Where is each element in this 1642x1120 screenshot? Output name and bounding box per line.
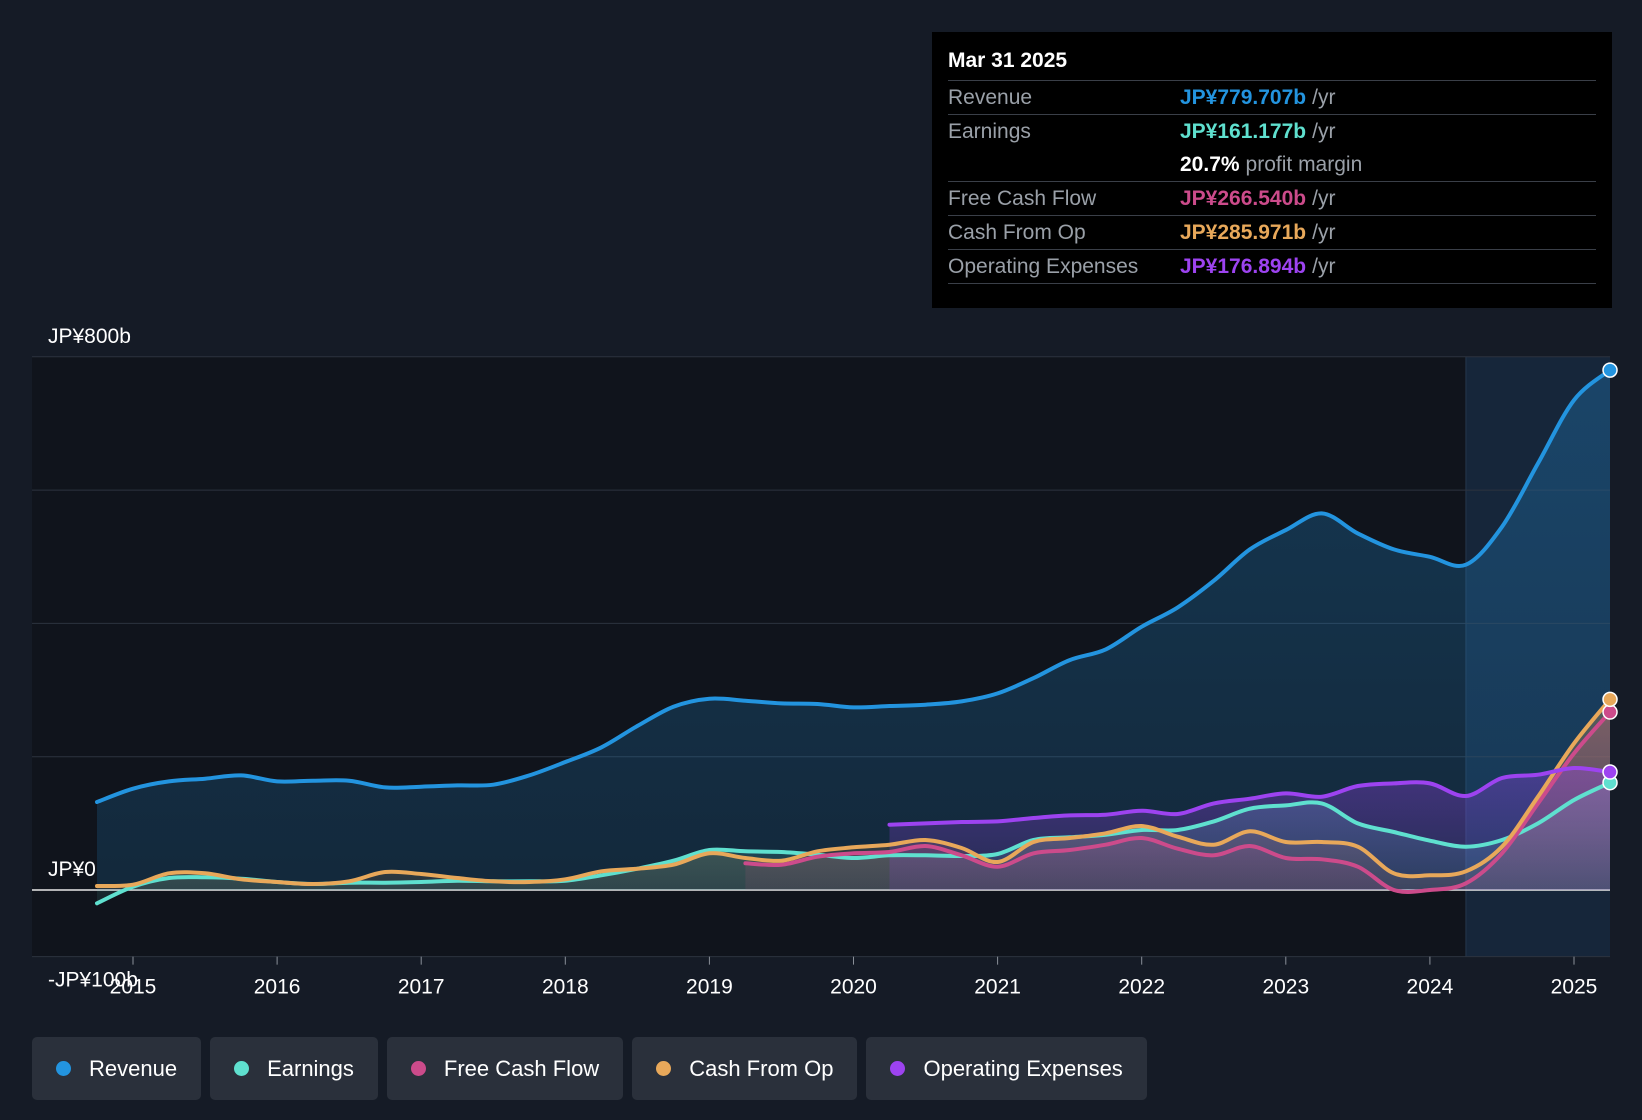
- x-tick-label: 2024: [1407, 976, 1454, 999]
- tooltip-unit: /yr: [1312, 187, 1336, 210]
- x-tick-label: 2025: [1551, 976, 1598, 999]
- tooltip-value: JP¥779.707b: [1180, 86, 1307, 109]
- tooltip-row-profit-margin: 20.7% profit margin: [948, 148, 1596, 182]
- revenue-end-marker: [1602, 362, 1618, 378]
- cash-from-op-end-marker: [1602, 691, 1618, 708]
- tooltip-label: Earnings: [948, 120, 1031, 143]
- x-tick-label: 2022: [1118, 976, 1165, 999]
- tooltip-value: JP¥285.971b: [1180, 221, 1307, 244]
- legend-item-operating-expenses[interactable]: Operating Expenses: [866, 1037, 1147, 1100]
- tooltip-label: Free Cash Flow: [948, 187, 1097, 210]
- legend-dot-icon: [890, 1061, 906, 1076]
- tooltip-value: JP¥161.177b: [1180, 120, 1307, 143]
- revenue-area: [97, 370, 1610, 891]
- legend-dot-icon: [234, 1061, 250, 1076]
- operating-expenses-end-marker: [1602, 764, 1618, 780]
- tooltip-date: Mar 31 2025: [948, 46, 1596, 81]
- x-tick-label: 2015: [110, 976, 157, 999]
- legend-dot-icon: [410, 1061, 426, 1076]
- legend-label: Cash From Op: [689, 1055, 834, 1081]
- tooltip-label: Cash From Op: [948, 221, 1086, 244]
- operating-expenses-area: [889, 767, 1610, 890]
- tooltip-row-revenue: Revenue JP¥779.707b /yr: [948, 81, 1596, 115]
- operating-expenses-line: [887, 765, 1612, 827]
- tooltip-row-earnings: Earnings JP¥161.177b /yr: [948, 115, 1596, 148]
- free-cash-flow-line: [743, 710, 1612, 895]
- legend-item-free-cash-flow[interactable]: Free Cash Flow: [386, 1037, 624, 1100]
- y-tick-label: JP¥800b: [48, 325, 131, 348]
- y-tick-label: JP¥0: [48, 858, 96, 881]
- y-tick-label: -JP¥100b: [48, 969, 138, 992]
- x-tick-label: 2017: [398, 976, 445, 999]
- x-tick-label: 2018: [542, 976, 589, 999]
- revenue-line: [95, 368, 1612, 804]
- tooltip-value: 20.7%: [1180, 153, 1240, 176]
- x-tick-label: 2021: [974, 976, 1021, 999]
- legend-label: Earnings: [267, 1055, 354, 1081]
- free-cash-flow-end-marker: [1602, 704, 1618, 720]
- legend-item-earnings[interactable]: Earnings: [210, 1037, 378, 1100]
- tooltip-label: Revenue: [948, 86, 1033, 109]
- tooltip-value: JP¥266.540b: [1180, 187, 1307, 210]
- legend-label: Operating Expenses: [923, 1055, 1123, 1081]
- legend-label: Free Cash Flow: [443, 1055, 600, 1081]
- tooltip-unit: /yr: [1312, 120, 1336, 143]
- cash-from-op-line: [95, 697, 1612, 889]
- legend-dot-icon: [656, 1061, 672, 1076]
- x-tick-label: 2019: [686, 976, 733, 999]
- tooltip-row-cash-from-op: Cash From Op JP¥285.971b /yr: [948, 216, 1596, 250]
- tooltip-label: Operating Expenses: [948, 255, 1139, 278]
- x-tick-label: 2023: [1262, 976, 1309, 999]
- tooltip-unit: /yr: [1312, 255, 1336, 278]
- x-tick-label: 2020: [830, 976, 877, 999]
- tooltip-label: [948, 148, 1180, 181]
- legend-label: Revenue: [89, 1055, 178, 1081]
- tooltip-row-free-cash-flow: Free Cash Flow JP¥266.540b /yr: [948, 182, 1596, 216]
- legend-dot-icon: [56, 1061, 71, 1076]
- legend-item-revenue[interactable]: Revenue: [32, 1037, 202, 1100]
- tooltip-row-operating-expenses: Operating Expenses JP¥176.894b /yr: [948, 250, 1596, 284]
- legend: Revenue Earnings Free Cash Flow Cash Fro…: [32, 1037, 1156, 1100]
- tooltip-value: JP¥176.894b: [1180, 255, 1307, 278]
- x-tick-label: 2016: [254, 976, 301, 999]
- tooltip-unit: profit margin: [1245, 153, 1363, 176]
- tooltip-panel: Mar 31 2025 Revenue JP¥779.707b /yr Earn…: [932, 32, 1612, 308]
- tooltip-unit: /yr: [1312, 86, 1336, 109]
- legend-item-cash-from-op[interactable]: Cash From Op: [632, 1037, 858, 1100]
- tooltip-unit: /yr: [1312, 221, 1336, 244]
